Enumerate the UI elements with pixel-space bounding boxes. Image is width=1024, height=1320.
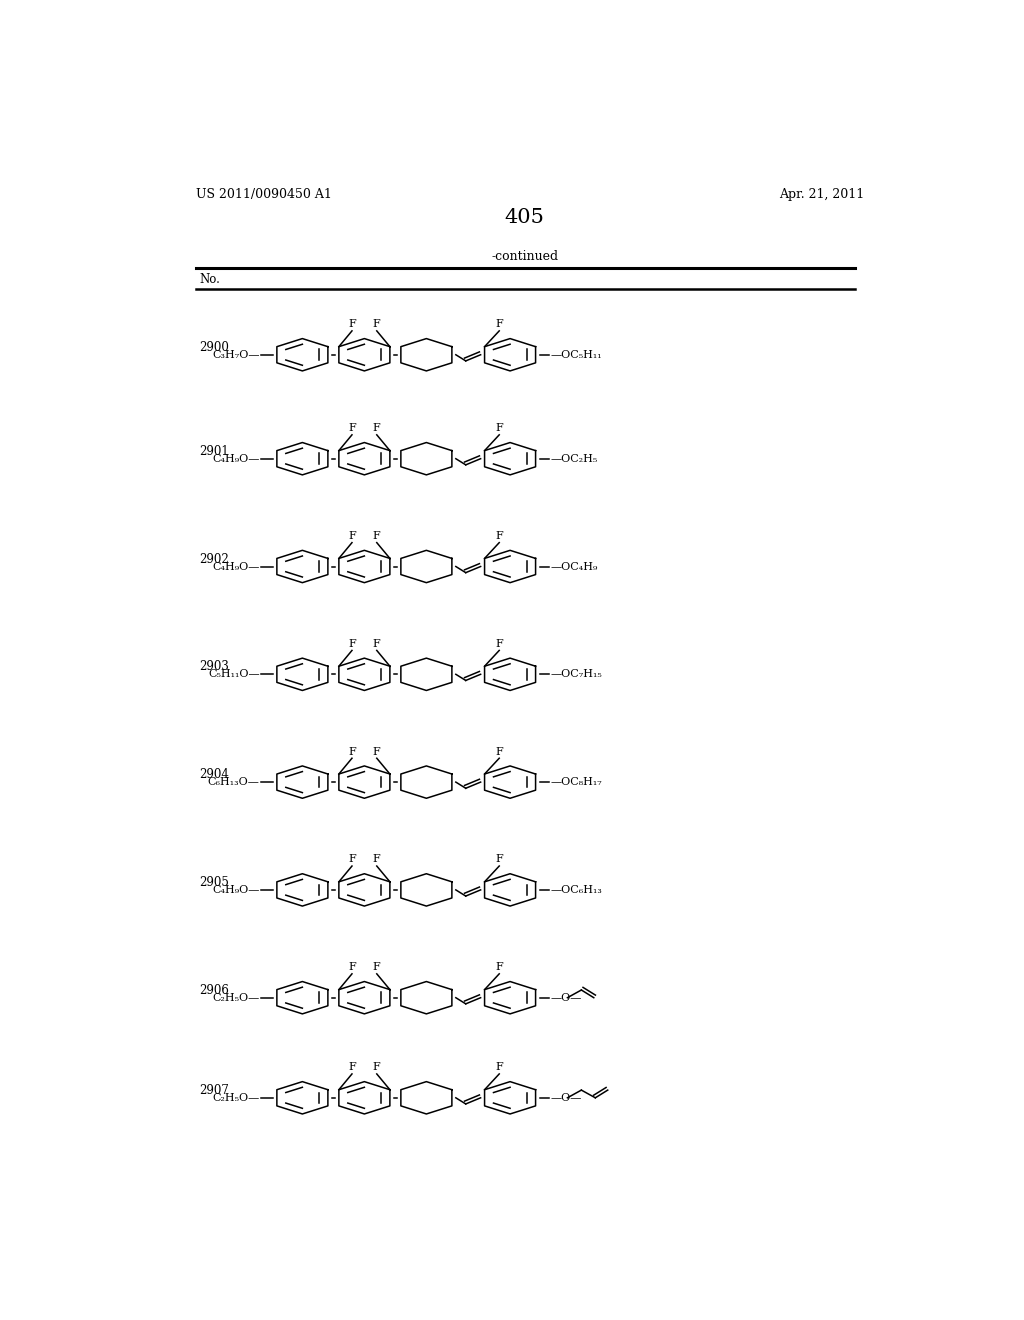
Text: F: F bbox=[348, 747, 356, 756]
Text: F: F bbox=[373, 854, 381, 865]
Text: F: F bbox=[496, 639, 503, 649]
Text: 2901: 2901 bbox=[200, 445, 229, 458]
Text: C₆H₁₃O—: C₆H₁₃O— bbox=[208, 777, 260, 787]
Text: C₄H₉O—: C₄H₉O— bbox=[212, 561, 260, 572]
Text: F: F bbox=[496, 854, 503, 865]
Text: Apr. 21, 2011: Apr. 21, 2011 bbox=[779, 187, 864, 201]
Text: US 2011/0090450 A1: US 2011/0090450 A1 bbox=[197, 187, 332, 201]
Text: 2904: 2904 bbox=[200, 768, 229, 781]
Text: F: F bbox=[348, 531, 356, 541]
Text: 405: 405 bbox=[505, 209, 545, 227]
Text: F: F bbox=[373, 319, 381, 330]
Text: 2906: 2906 bbox=[200, 983, 229, 997]
Text: —O—: —O— bbox=[550, 993, 582, 1003]
Text: F: F bbox=[373, 531, 381, 541]
Text: F: F bbox=[496, 747, 503, 756]
Text: —OC₇H₁₅: —OC₇H₁₅ bbox=[550, 669, 602, 680]
Text: -continued: -continued bbox=[492, 251, 558, 264]
Text: F: F bbox=[373, 639, 381, 649]
Text: C₅H₁₁O—: C₅H₁₁O— bbox=[208, 669, 260, 680]
Text: F: F bbox=[496, 424, 503, 433]
Text: —OC₂H₅: —OC₂H₅ bbox=[550, 454, 598, 463]
Text: F: F bbox=[496, 1063, 503, 1072]
Text: No.: No. bbox=[200, 273, 220, 286]
Text: C₂H₅O—: C₂H₅O— bbox=[213, 993, 260, 1003]
Text: F: F bbox=[496, 531, 503, 541]
Text: F: F bbox=[348, 639, 356, 649]
Text: F: F bbox=[348, 854, 356, 865]
Text: —OC₆H₁₃: —OC₆H₁₃ bbox=[550, 884, 602, 895]
Text: F: F bbox=[496, 962, 503, 973]
Text: —O—: —O— bbox=[550, 1093, 582, 1102]
Text: F: F bbox=[496, 319, 503, 330]
Text: C₃H₇O—: C₃H₇O— bbox=[212, 350, 260, 360]
Text: F: F bbox=[348, 319, 356, 330]
Text: 2905: 2905 bbox=[200, 876, 229, 890]
Text: 2907: 2907 bbox=[200, 1084, 229, 1097]
Text: 2900: 2900 bbox=[200, 341, 229, 354]
Text: F: F bbox=[373, 962, 381, 973]
Text: C₄H₉O—: C₄H₉O— bbox=[212, 454, 260, 463]
Text: F: F bbox=[373, 1063, 381, 1072]
Text: —OC₄H₉: —OC₄H₉ bbox=[550, 561, 598, 572]
Text: —OC₈H₁₇: —OC₈H₁₇ bbox=[550, 777, 602, 787]
Text: —OC₅H₁₁: —OC₅H₁₁ bbox=[550, 350, 602, 360]
Text: 2903: 2903 bbox=[200, 660, 229, 673]
Text: F: F bbox=[348, 1063, 356, 1072]
Text: F: F bbox=[373, 747, 381, 756]
Text: F: F bbox=[348, 962, 356, 973]
Text: C₂H₅O—: C₂H₅O— bbox=[213, 1093, 260, 1102]
Text: F: F bbox=[348, 424, 356, 433]
Text: C₄H₉O—: C₄H₉O— bbox=[212, 884, 260, 895]
Text: 2902: 2902 bbox=[200, 553, 229, 566]
Text: F: F bbox=[373, 424, 381, 433]
